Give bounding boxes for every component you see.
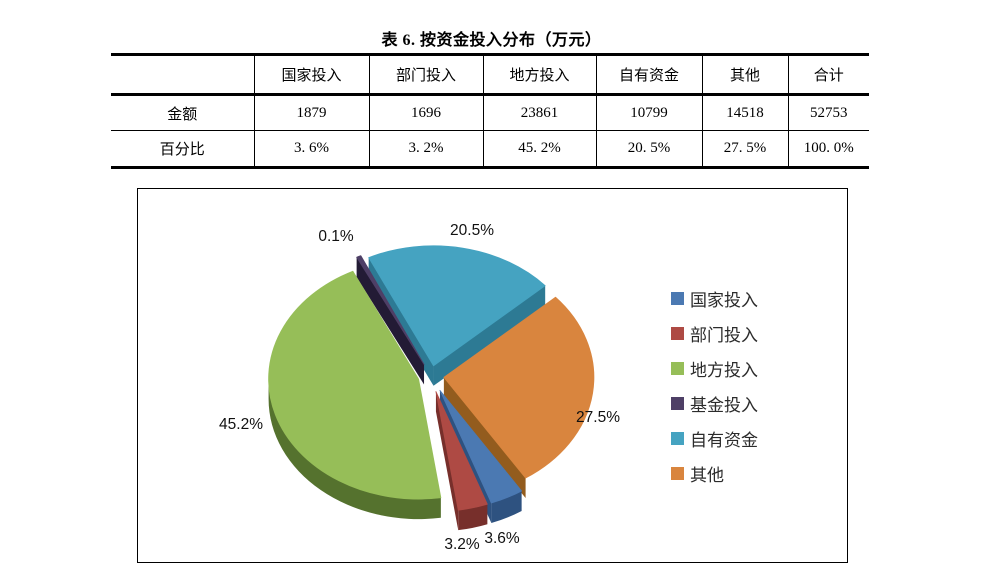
pie-slice-rim xyxy=(268,379,441,520)
pie-slice-top xyxy=(443,296,595,479)
pie-label: 3.6% xyxy=(484,530,520,547)
table-cell: 1879 xyxy=(253,94,369,131)
table-cell: 20. 5% xyxy=(595,130,702,168)
column-header: 地方投入 xyxy=(482,54,596,96)
legend-label: 其他 xyxy=(690,466,724,485)
legend-label: 地方投入 xyxy=(690,361,758,380)
pie-label: 3.2% xyxy=(444,536,480,553)
legend-label: 自有资金 xyxy=(690,431,758,450)
table-corner-cell xyxy=(111,54,254,96)
column-header: 部门投入 xyxy=(368,54,483,96)
table-cell: 100. 0% xyxy=(787,130,869,168)
row-header: 百分比 xyxy=(159,142,205,158)
pie-slice-top xyxy=(356,255,425,365)
pie-slice xyxy=(268,270,442,520)
pie-slice-cut-wall xyxy=(443,377,526,499)
column-header: 国家投入 xyxy=(253,54,369,96)
column-header: 合计 xyxy=(787,54,869,96)
pie-slice xyxy=(356,255,425,385)
table-cell: 10799 xyxy=(595,94,702,131)
table-cell: 3. 2% xyxy=(368,130,483,168)
legend-item: 其他 xyxy=(671,456,758,491)
legend-label: 国家投入 xyxy=(690,291,758,310)
table-cell: 45. 2% xyxy=(482,130,596,168)
chart-legend: 国家投入部门投入地方投入基金投入自有资金其他 xyxy=(671,281,758,491)
row-header: 金额 xyxy=(111,94,254,131)
table-title: 表 6. 按资金投入分布（万元） xyxy=(381,32,602,49)
legend-item: 国家投入 xyxy=(671,281,758,316)
pie-slice-rim xyxy=(458,504,488,531)
pie-label: 20.5% xyxy=(450,222,494,239)
pie-chart xyxy=(268,245,595,531)
pie-slice xyxy=(443,296,595,499)
table-cell: 1696 xyxy=(368,94,483,131)
legend-swatch-icon xyxy=(671,467,684,480)
pie-slice-top xyxy=(439,389,523,504)
table-row-amount: 金额 1879 1696 23861 10799 14518 52753 xyxy=(111,94,869,131)
table-cell: 3. 6% xyxy=(253,130,369,168)
table-cell: 27. 5% xyxy=(701,130,788,168)
table-cell: 52753 xyxy=(787,94,869,131)
legend-label: 部门投入 xyxy=(690,326,758,345)
legend-swatch-icon xyxy=(671,292,684,305)
pie-chart-container: 3.6% 3.2% 45.2% 0.1% 20.5% 27.5% 国家投入部门投入地方投入… xyxy=(137,188,848,563)
pie-slice-cut-wall xyxy=(433,285,546,386)
legend-item: 自有资金 xyxy=(671,421,758,456)
legend-item: 基金投入 xyxy=(671,386,758,421)
column-header: 其他 xyxy=(701,54,788,96)
pie-slice-cut-wall xyxy=(356,257,425,385)
fund-distribution-table: 国家投入 部门投入 地方投入 自有资金 其他 合计 金额 1879 1696 2… xyxy=(111,53,869,169)
legend-item: 地方投入 xyxy=(671,351,758,386)
column-header: 自有资金 xyxy=(595,54,702,96)
pie-slice-top xyxy=(268,270,442,500)
table-row-percent: 百分比 3. 6% 3. 2% 45. 2% 20. 5% 27. 5% 100… xyxy=(111,130,869,168)
pie-label: 0.1% xyxy=(318,228,354,245)
table-cell: 23861 xyxy=(482,94,596,131)
pie-slice-top xyxy=(368,245,546,367)
table-cell: 14518 xyxy=(701,94,788,131)
legend-swatch-icon xyxy=(671,432,684,445)
pie-slice xyxy=(435,391,488,531)
legend-item: 部门投入 xyxy=(671,316,758,351)
legend-swatch-icon xyxy=(671,327,684,340)
pie-slice-top xyxy=(435,391,488,511)
pie-label: 27.5% xyxy=(576,409,620,426)
pie-label: 45.2% xyxy=(219,416,263,433)
legend-swatch-icon xyxy=(671,362,684,375)
legend-label: 基金投入 xyxy=(690,396,758,415)
legend-swatch-icon xyxy=(671,397,684,410)
pie-slice-cut-wall xyxy=(435,391,459,531)
pie-slice-rim xyxy=(491,490,522,524)
table-header-row: 国家投入 部门投入 地方投入 自有资金 其他 合计 xyxy=(111,54,869,96)
